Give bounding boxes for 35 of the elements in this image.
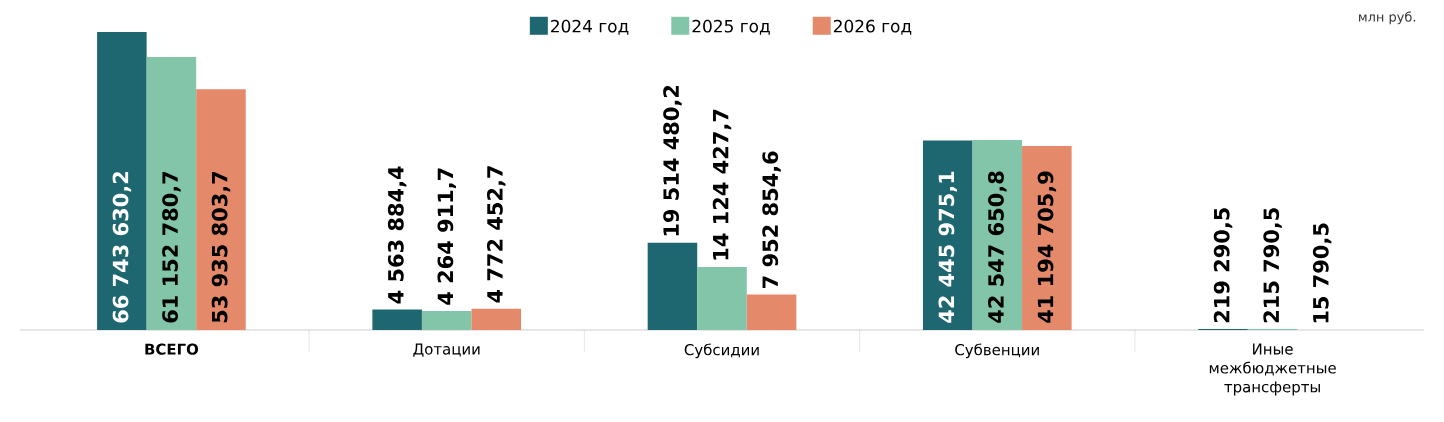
bar bbox=[372, 309, 422, 330]
bar bbox=[922, 140, 973, 330]
legend-label: 2025 год bbox=[692, 19, 770, 35]
bar bbox=[146, 56, 197, 330]
x-tick-label: ВСЕГО bbox=[145, 343, 199, 355]
x-tick-label: Субсидии bbox=[684, 343, 759, 359]
bar bbox=[697, 266, 747, 330]
x-tick-label: Субвенции bbox=[955, 343, 1039, 359]
data-label: 53 935 803,7 bbox=[211, 171, 231, 323]
data-label: 41 194 705,9 bbox=[1037, 171, 1057, 323]
legend-label: 2024 год bbox=[551, 19, 629, 35]
data-label: 4 772 452,7 bbox=[487, 166, 506, 303]
data-label: 66 743 630,2 bbox=[112, 172, 132, 323]
bar bbox=[746, 294, 797, 330]
x-tick-label: Иные межбюджетные трансферты bbox=[1209, 343, 1336, 396]
text: млн руб. bbox=[1359, 11, 1416, 25]
x-tick-label: Дотации bbox=[413, 343, 480, 357]
data-label: 219 290,5 bbox=[1213, 208, 1233, 323]
bar bbox=[471, 308, 522, 330]
bar bbox=[196, 89, 246, 330]
data-label: 42 445 975,1 bbox=[938, 171, 957, 323]
bar bbox=[1022, 146, 1072, 330]
data-label: 15 790,5 bbox=[1312, 223, 1332, 323]
data-label: 7 952 854,6 bbox=[762, 151, 781, 288]
bar bbox=[97, 31, 147, 330]
data-label: 14 124 427,7 bbox=[712, 109, 732, 260]
bar bbox=[421, 310, 472, 330]
data-label: 19 514 480,2 bbox=[663, 85, 682, 236]
legend-label: 2026 год bbox=[833, 19, 912, 35]
data-label: 42 547 650,8 bbox=[988, 171, 1007, 323]
data-label: 61 152 780,7 bbox=[162, 171, 181, 323]
data-label: 215 790,5 bbox=[1263, 208, 1282, 323]
data-label: 4 264 911,7 bbox=[437, 168, 456, 305]
data-label: 4 563 884,4 bbox=[387, 166, 407, 304]
bar bbox=[647, 242, 698, 330]
